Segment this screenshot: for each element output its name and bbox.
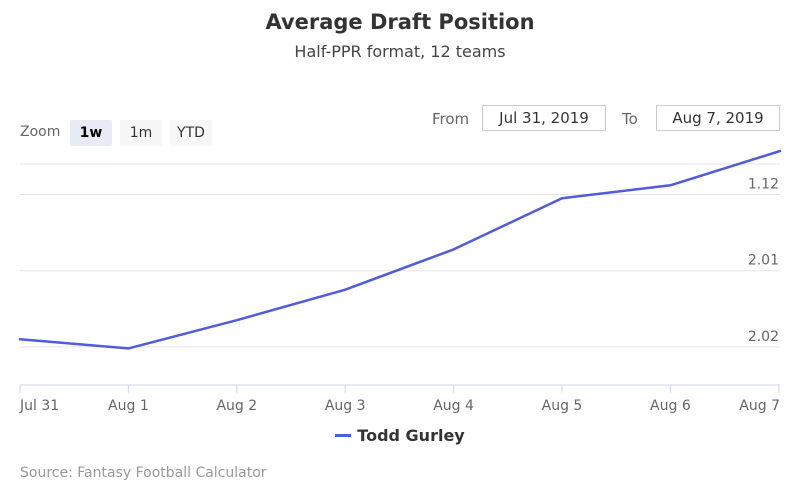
source-credit: Source: Fantasy Football Calculator	[20, 465, 267, 481]
x-tick-label: Jul 31	[19, 398, 59, 414]
zoom-1w-button[interactable]: 1w	[70, 120, 112, 146]
legend-series-label: Todd Gurley	[357, 426, 465, 445]
zoom-1m-button[interactable]: 1m	[120, 120, 162, 146]
zoom-label: Zoom	[20, 124, 61, 140]
legend[interactable]: Todd Gurley	[0, 426, 800, 445]
range-to-label: To	[622, 110, 638, 128]
y-tick-label: 1.12	[748, 176, 779, 192]
x-tick-label: Aug 3	[325, 398, 366, 414]
range-from-label: From	[432, 110, 470, 128]
x-tick-label: Aug 1	[108, 398, 149, 414]
series-line-todd-gurley[interactable]	[18, 149, 782, 350]
chart-subtitle: Half-PPR format, 12 teams	[294, 42, 506, 61]
y-tick-label: 2.01	[748, 253, 779, 269]
line-chart: 1.12 2.01 2.02 Jul 31 Aug 1 Aug 2 Aug 3 Aug 4 A…	[18, 149, 782, 414]
zoom-ytd-button[interactable]: YTD	[170, 120, 212, 146]
x-tick-label: Aug 6	[650, 398, 691, 414]
x-tick-label: Aug 5	[542, 398, 583, 414]
x-tick-label: Aug 7	[739, 398, 780, 414]
chart-title: Average Draft Position	[265, 10, 535, 34]
y-tick-label: 2.02	[748, 329, 779, 345]
x-tick-label: Aug 4	[433, 398, 474, 414]
range-to-input[interactable]: Aug 7, 2019	[656, 105, 780, 131]
legend-swatch	[335, 434, 352, 437]
x-tick-label: Aug 2	[216, 398, 257, 414]
range-from-input[interactable]: Jul 31, 2019	[482, 105, 606, 131]
